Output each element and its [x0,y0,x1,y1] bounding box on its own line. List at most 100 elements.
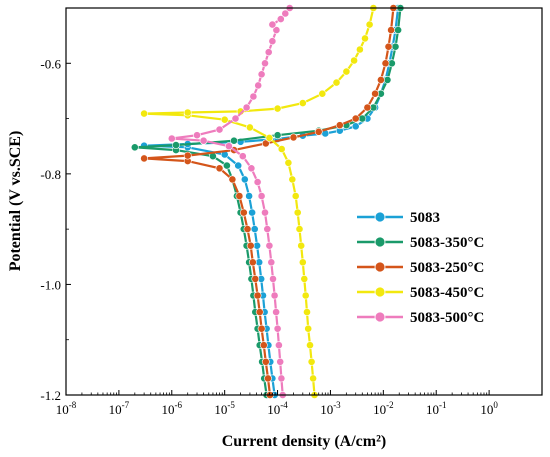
data-point [273,131,282,140]
data-point [261,208,269,217]
series-4 [167,4,294,399]
data-point [295,225,304,233]
legend-item: 5083-500°C [357,310,484,326]
data-point [183,151,192,160]
legend: 5083 5083-350°C 5083-250°C 5083-450°C 5083-5… [357,210,484,326]
data-point [281,9,290,18]
data-point [199,136,208,145]
data-point [238,152,247,161]
data-point [254,81,263,90]
series-layer [130,4,405,399]
series-line [144,7,395,396]
data-point [391,42,400,51]
legend-item: 5083-350°C [357,235,484,251]
data-point [394,26,402,34]
data-point [291,192,300,200]
data-point [307,357,316,366]
y-tick-label: -1.0 [40,277,61,292]
data-point [318,89,327,98]
data-point [261,59,269,68]
legend-label: 5083 [410,210,440,226]
data-point [273,104,282,113]
data-point [130,143,139,152]
series-line [144,7,400,396]
data-point [222,161,231,170]
data-point [274,341,283,350]
data-point [363,103,372,112]
data-point [306,341,314,350]
data-point [298,99,307,107]
data-point [300,274,309,283]
data-point [276,15,285,23]
data-point [350,56,358,65]
data-point [230,136,238,145]
data-point [361,34,369,43]
legend-marker [374,236,386,248]
data-point [228,175,237,184]
series-0 [140,4,402,399]
data-point [381,59,390,68]
x-tick-label: 10-6 [162,400,183,417]
data-point [248,258,257,267]
y-axis-title: Potential (V vs.SCE) [7,131,24,272]
x-tick-label: 10-4 [267,400,288,417]
data-point [288,175,297,184]
data-point [269,274,277,283]
x-tick-label: 10-5 [214,400,235,417]
legend-label: 5083-350°C [410,235,484,251]
data-point [261,139,270,148]
data-point [268,37,277,46]
data-point [277,145,286,153]
data-point [289,133,298,142]
data-point [371,89,379,98]
legend-marker [374,261,386,273]
data-point [332,78,341,87]
data-point [270,291,279,300]
data-point [335,121,344,130]
data-point [301,291,310,300]
legend-marker [374,211,386,223]
legend-label: 5083-450°C [410,285,484,301]
tick-layer: 10-8 10-7 10-6 10-5 10-4 10-3 10-2 10-1 100 -0.6 -… [40,56,498,417]
data-point [193,131,201,140]
data-point [240,175,249,184]
x-tick-label: 10-2 [373,400,394,417]
x-axis-title: Current density (A/cm²) [222,433,386,450]
data-point [257,324,266,333]
data-point [264,374,272,383]
data-point [253,291,262,300]
data-point [264,48,273,57]
data-point [284,158,293,167]
data-point [263,225,272,233]
legend-marker [374,286,386,298]
data-point [272,308,280,316]
x-tick-label: 10-3 [320,400,341,417]
plot-frame [65,7,543,396]
data-point [248,208,256,217]
legend-item: 5083-450°C [357,285,484,301]
data-point [383,76,392,84]
data-point [298,258,307,267]
data-point [314,127,323,136]
data-point [293,208,302,217]
data-point [268,20,277,29]
data-point [234,161,243,170]
data-point [257,192,266,200]
data-point [247,164,256,173]
data-point [387,26,395,34]
data-point [365,20,374,29]
data-point [140,109,148,118]
data-point [342,67,351,76]
data-point [239,208,248,217]
x-tick-label: 100 [480,400,498,417]
data-point [259,341,268,350]
legend-item: 5083 [357,210,440,226]
data-point [246,241,255,250]
x-tick-label: 10-1 [426,400,447,417]
data-point [172,141,180,149]
data-point [250,225,259,233]
data-point [272,26,281,34]
data-point [220,115,229,124]
data-point [304,324,313,333]
